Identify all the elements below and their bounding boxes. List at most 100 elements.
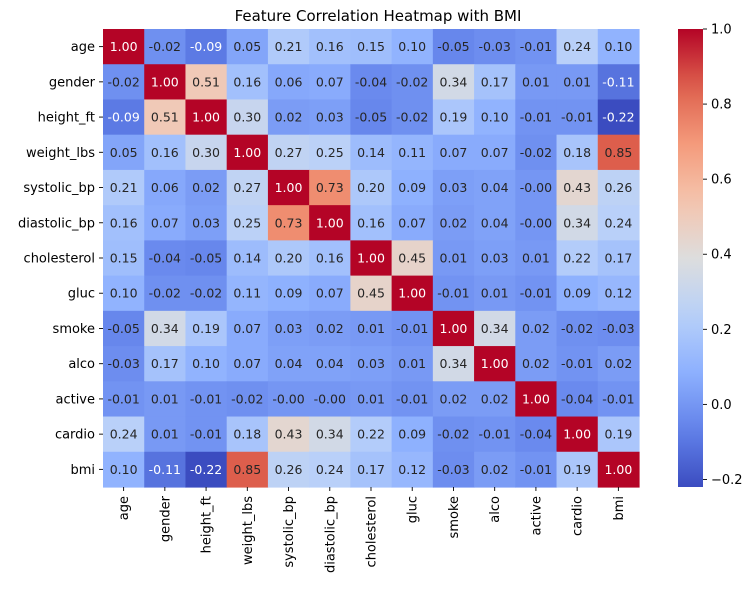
- heatmap-value-label: 0.11: [233, 286, 261, 301]
- heatmap-value-label: 0.01: [357, 321, 385, 336]
- heatmap-cell-age-cholesterol: [350, 29, 393, 65]
- heatmap-value-label: 1.00: [398, 286, 426, 301]
- heatmap-cell-height_ft-smoke: [432, 99, 475, 136]
- heatmap-value-label: -0.03: [479, 39, 511, 54]
- x-tick-label-diastolic_bp: diastolic_bp: [323, 496, 338, 573]
- heatmap-value-label: -0.01: [190, 391, 222, 406]
- heatmap-value-label: 1.00: [110, 39, 138, 54]
- heatmap-cell-weight_lbs-gender: [144, 134, 187, 171]
- heatmap-cell-alco-cholesterol: [350, 346, 393, 382]
- heatmap-value-label: 1.00: [316, 215, 344, 230]
- heatmap-cell-height_ft-weight_lbs: [226, 99, 269, 136]
- heatmap-cell-smoke-smoke: [432, 310, 475, 347]
- heatmap-cell-bmi-gender: [144, 451, 187, 488]
- heatmap-value-label: 0.73: [275, 215, 303, 230]
- heatmap-value-label: -0.05: [190, 250, 222, 265]
- heatmap-value-label: 0.04: [275, 356, 303, 371]
- heatmap-cell-cholesterol-age: [103, 240, 145, 277]
- heatmap-value-label: -0.02: [437, 427, 469, 442]
- heatmap-value-label: 0.17: [151, 356, 179, 371]
- heatmap-value-label: 0.43: [563, 180, 591, 195]
- heatmap-cell-weight_lbs-bmi: [597, 134, 640, 171]
- heatmap-cell-gluc-active: [515, 275, 558, 312]
- heatmap-value-label: 0.04: [481, 180, 509, 195]
- x-axis: age gender height_ft weight_lbs systolic_bp d…: [117, 486, 627, 573]
- heatmap-value-label: 0.01: [440, 250, 468, 265]
- heatmap-value-label: -0.02: [149, 39, 181, 54]
- heatmap-cell-gluc-cholesterol: [350, 275, 393, 312]
- y-tick-label-height_ft: height_ft: [38, 111, 95, 126]
- heatmap-cell-weight_lbs-systolic_bp: [267, 134, 310, 171]
- heatmap-value-label: 0.07: [316, 74, 344, 89]
- heatmap-value-label: 0.02: [522, 321, 550, 336]
- heatmap-cell-cardio-age: [103, 416, 145, 453]
- heatmap-cell-cardio-smoke: [432, 416, 475, 453]
- heatmap-value-label: 0.04: [481, 215, 509, 230]
- heatmap-value-label: 1.00: [440, 321, 468, 336]
- heatmap-cell-bmi-gluc: [391, 451, 434, 488]
- heatmap-cell-diastolic_bp-gender: [144, 205, 187, 241]
- heatmap-cell-cardio-gender: [144, 416, 187, 453]
- heatmap-cell-age-diastolic_bp: [309, 29, 351, 65]
- heatmap-value-label: 1.00: [275, 180, 303, 195]
- y-tick-label-smoke: smoke: [53, 322, 95, 337]
- heatmap-cell-age-systolic_bp: [267, 29, 310, 65]
- heatmap-cell-active-systolic_bp: [267, 381, 310, 418]
- colorbar-tick-label: 1.0: [711, 23, 732, 38]
- x-tick-label-systolic_bp: systolic_bp: [282, 496, 297, 568]
- heatmap-value-label: -0.02: [107, 74, 139, 89]
- heatmap-value-label: 0.15: [110, 250, 138, 265]
- y-tick-label-bmi: bmi: [70, 463, 95, 478]
- heatmap-value-label: -0.05: [437, 39, 469, 54]
- heatmap-cell-cardio-gluc: [391, 416, 434, 453]
- heatmap-value-label: 0.12: [604, 286, 632, 301]
- heatmap-value-label: 0.17: [604, 250, 632, 265]
- heatmap-value-label: -0.01: [190, 427, 222, 442]
- colorbar-tick-label: 0.6: [711, 173, 732, 188]
- heatmap-cell-active-alco: [474, 381, 516, 418]
- heatmap-cell-weight_lbs-age: [103, 134, 145, 171]
- heatmap-value-label: 0.01: [522, 74, 550, 89]
- colorbar-tick-label: 0.0: [711, 398, 732, 413]
- heatmap-value-label: -0.22: [602, 110, 634, 125]
- heatmap-value-label: 0.22: [357, 427, 385, 442]
- heatmap-value-label: 0.04: [316, 356, 344, 371]
- heatmap-value-label: 0.03: [481, 250, 509, 265]
- heatmap-cell-height_ft-alco: [474, 99, 516, 136]
- heatmap-cell-weight_lbs-diastolic_bp: [309, 134, 351, 171]
- heatmap-value-label: 0.01: [151, 427, 179, 442]
- heatmap-cell-cholesterol-gender: [144, 240, 187, 277]
- heatmap-value-label: 0.27: [275, 145, 303, 160]
- heatmap-cell-diastolic_bp-active: [515, 205, 558, 241]
- heatmap-cell-active-bmi: [597, 381, 640, 418]
- heatmap-value-label: -0.05: [355, 110, 387, 125]
- heatmap-value-label: 0.16: [316, 39, 344, 54]
- heatmap-cell-cholesterol-systolic_bp: [267, 240, 310, 277]
- heatmap-value-label: -0.01: [561, 356, 593, 371]
- heatmap-value-label: 0.03: [357, 356, 385, 371]
- heatmap-value-label: -0.03: [602, 321, 634, 336]
- heatmap-cell-diastolic_bp-weight_lbs: [226, 205, 269, 241]
- heatmap-value-label: 0.09: [398, 180, 426, 195]
- y-tick-label-active: active: [55, 392, 95, 407]
- colorbar-tick-label: −0.2: [711, 473, 743, 488]
- heatmap-value-label: -0.03: [107, 356, 139, 371]
- heatmap-value-label: 0.21: [110, 180, 138, 195]
- heatmap-cell-bmi-age: [103, 451, 145, 488]
- heatmap-cell-cholesterol-bmi: [597, 240, 640, 277]
- heatmap-value-label: 0.16: [316, 250, 344, 265]
- y-tick-label-cholesterol: cholesterol: [24, 251, 95, 266]
- heatmap-cell-diastolic_bp-diastolic_bp: [309, 205, 351, 241]
- heatmap-cells: [103, 29, 640, 488]
- heatmap-value-label: -0.02: [149, 286, 181, 301]
- heatmap-value-label: 0.02: [604, 356, 632, 371]
- x-tick-label-gender: gender: [158, 495, 173, 542]
- heatmap-cell-systolic_bp-active: [515, 169, 558, 206]
- colorbar-tick-label: 0.8: [711, 98, 732, 113]
- heatmap-cell-height_ft-gender: [144, 99, 187, 136]
- heatmap-cell-gluc-bmi: [597, 275, 640, 312]
- heatmap-cell-cholesterol-alco: [474, 240, 516, 277]
- heatmap-value-label: 0.11: [398, 145, 426, 160]
- heatmap-cell-gluc-gender: [144, 275, 187, 312]
